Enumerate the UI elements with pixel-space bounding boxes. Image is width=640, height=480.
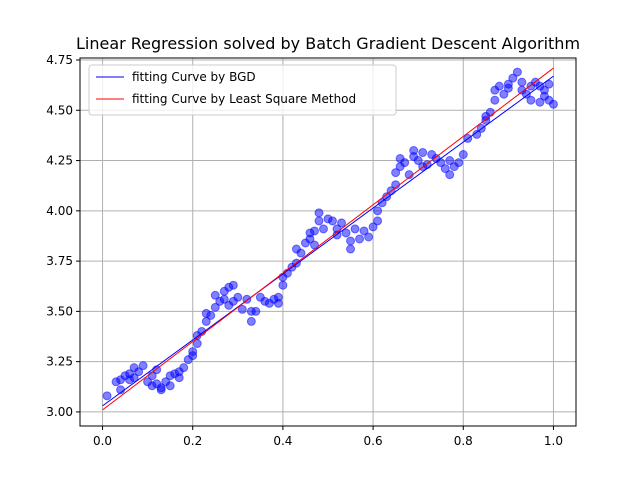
scatter-point <box>548 99 558 109</box>
scatter-point <box>355 234 365 244</box>
y-tick-label: 3.75 <box>46 254 73 268</box>
scatter-point <box>490 95 500 105</box>
y-tick-label: 4.00 <box>46 204 73 218</box>
y-axis: 3.00 3.25 3.50 3.75 4.00 4.25 4.50 4.75 <box>46 53 80 419</box>
scatter-point <box>409 146 419 156</box>
scatter-point <box>454 158 464 168</box>
scatter-point <box>318 224 328 234</box>
scatter-point <box>445 156 455 166</box>
scatter-point <box>165 381 175 391</box>
scatter-point <box>174 373 184 383</box>
scatter-point <box>102 391 112 401</box>
fit-lines <box>102 67 554 411</box>
scatter-point <box>382 192 392 202</box>
scatter-point <box>156 385 166 395</box>
scatter-point <box>210 290 220 300</box>
y-tick-label: 3.00 <box>46 405 73 419</box>
legend-box <box>88 64 397 116</box>
scatter-point <box>314 216 324 226</box>
scatter-point <box>503 83 513 93</box>
scatter-point <box>494 81 504 91</box>
scatter-point <box>368 222 378 232</box>
scatter-point <box>485 107 495 117</box>
y-tick-label: 3.50 <box>46 304 73 318</box>
legend: fitting Curve by BGD fitting Curve by Lea… <box>88 64 397 116</box>
scatter-point <box>373 206 383 216</box>
scatter-point <box>210 302 220 312</box>
scatter-point <box>400 158 410 168</box>
scatter-point <box>273 298 283 308</box>
scatter-point <box>440 164 450 174</box>
scatter-point <box>129 373 139 383</box>
scatter-point <box>359 226 369 236</box>
scatter-point <box>535 97 545 107</box>
scatter-point <box>346 236 356 246</box>
scatter-point <box>413 156 423 166</box>
scatter-point <box>526 95 536 105</box>
scatter-point <box>228 280 238 290</box>
x-tick-label: 0.6 <box>364 434 383 448</box>
scatter-point <box>337 218 347 228</box>
scatter-point <box>134 367 144 377</box>
x-tick-label: 0.2 <box>183 434 202 448</box>
scatter-point <box>309 226 319 236</box>
scatter-point <box>246 316 256 326</box>
scatter-point <box>350 224 360 234</box>
series-line-1 <box>102 75 554 407</box>
scatter-point <box>206 310 216 320</box>
scatter-point <box>391 168 401 178</box>
scatter-point <box>188 351 198 361</box>
scatter-point <box>377 198 387 208</box>
scatter-points <box>102 67 558 401</box>
legend-label-2: fitting Curve by Least Square Method <box>132 92 356 106</box>
y-tick-label: 3.25 <box>46 355 73 369</box>
scatter-point <box>544 79 554 89</box>
x-tick-label: 0.0 <box>93 434 112 448</box>
scatter-point <box>521 89 531 99</box>
scatter-point <box>458 150 468 160</box>
scatter-point <box>512 67 522 77</box>
y-tick-label: 4.75 <box>46 53 73 67</box>
chart-title: Linear Regression solved by Batch Gradie… <box>76 34 580 53</box>
scatter-point <box>445 170 455 180</box>
plot-frame <box>79 57 577 427</box>
scatter-point <box>346 244 356 254</box>
scatter-point <box>251 306 261 316</box>
scatter-point <box>314 208 324 218</box>
scatter-point <box>508 73 518 83</box>
y-tick-label: 4.50 <box>46 103 73 117</box>
scatter-point <box>233 292 243 302</box>
scatter-point <box>517 77 527 87</box>
scatter-point <box>328 216 338 226</box>
x-tick-label: 0.8 <box>454 434 473 448</box>
scatter-point <box>179 363 189 373</box>
x-axis: 0.0 0.2 0.4 0.6 0.8 1.0 <box>93 426 563 448</box>
scatter-point <box>373 216 383 226</box>
x-tick-label: 0.4 <box>273 434 292 448</box>
legend-label-1: fitting Curve by BGD <box>132 70 256 84</box>
scatter-point <box>418 148 428 158</box>
scatter-point <box>309 240 319 250</box>
scatter-point <box>364 232 374 242</box>
y-tick-label: 4.25 <box>46 154 73 168</box>
scatter-point <box>341 228 351 238</box>
series-line-2 <box>102 67 554 411</box>
x-tick-label: 1.0 <box>544 434 563 448</box>
scatter-point <box>138 361 148 371</box>
scatter-point <box>539 85 549 95</box>
scatter-point <box>278 280 288 290</box>
scatter-point <box>237 304 247 314</box>
scatter-point <box>472 129 482 139</box>
scatter-point <box>296 248 306 258</box>
scatter-point <box>499 89 509 99</box>
